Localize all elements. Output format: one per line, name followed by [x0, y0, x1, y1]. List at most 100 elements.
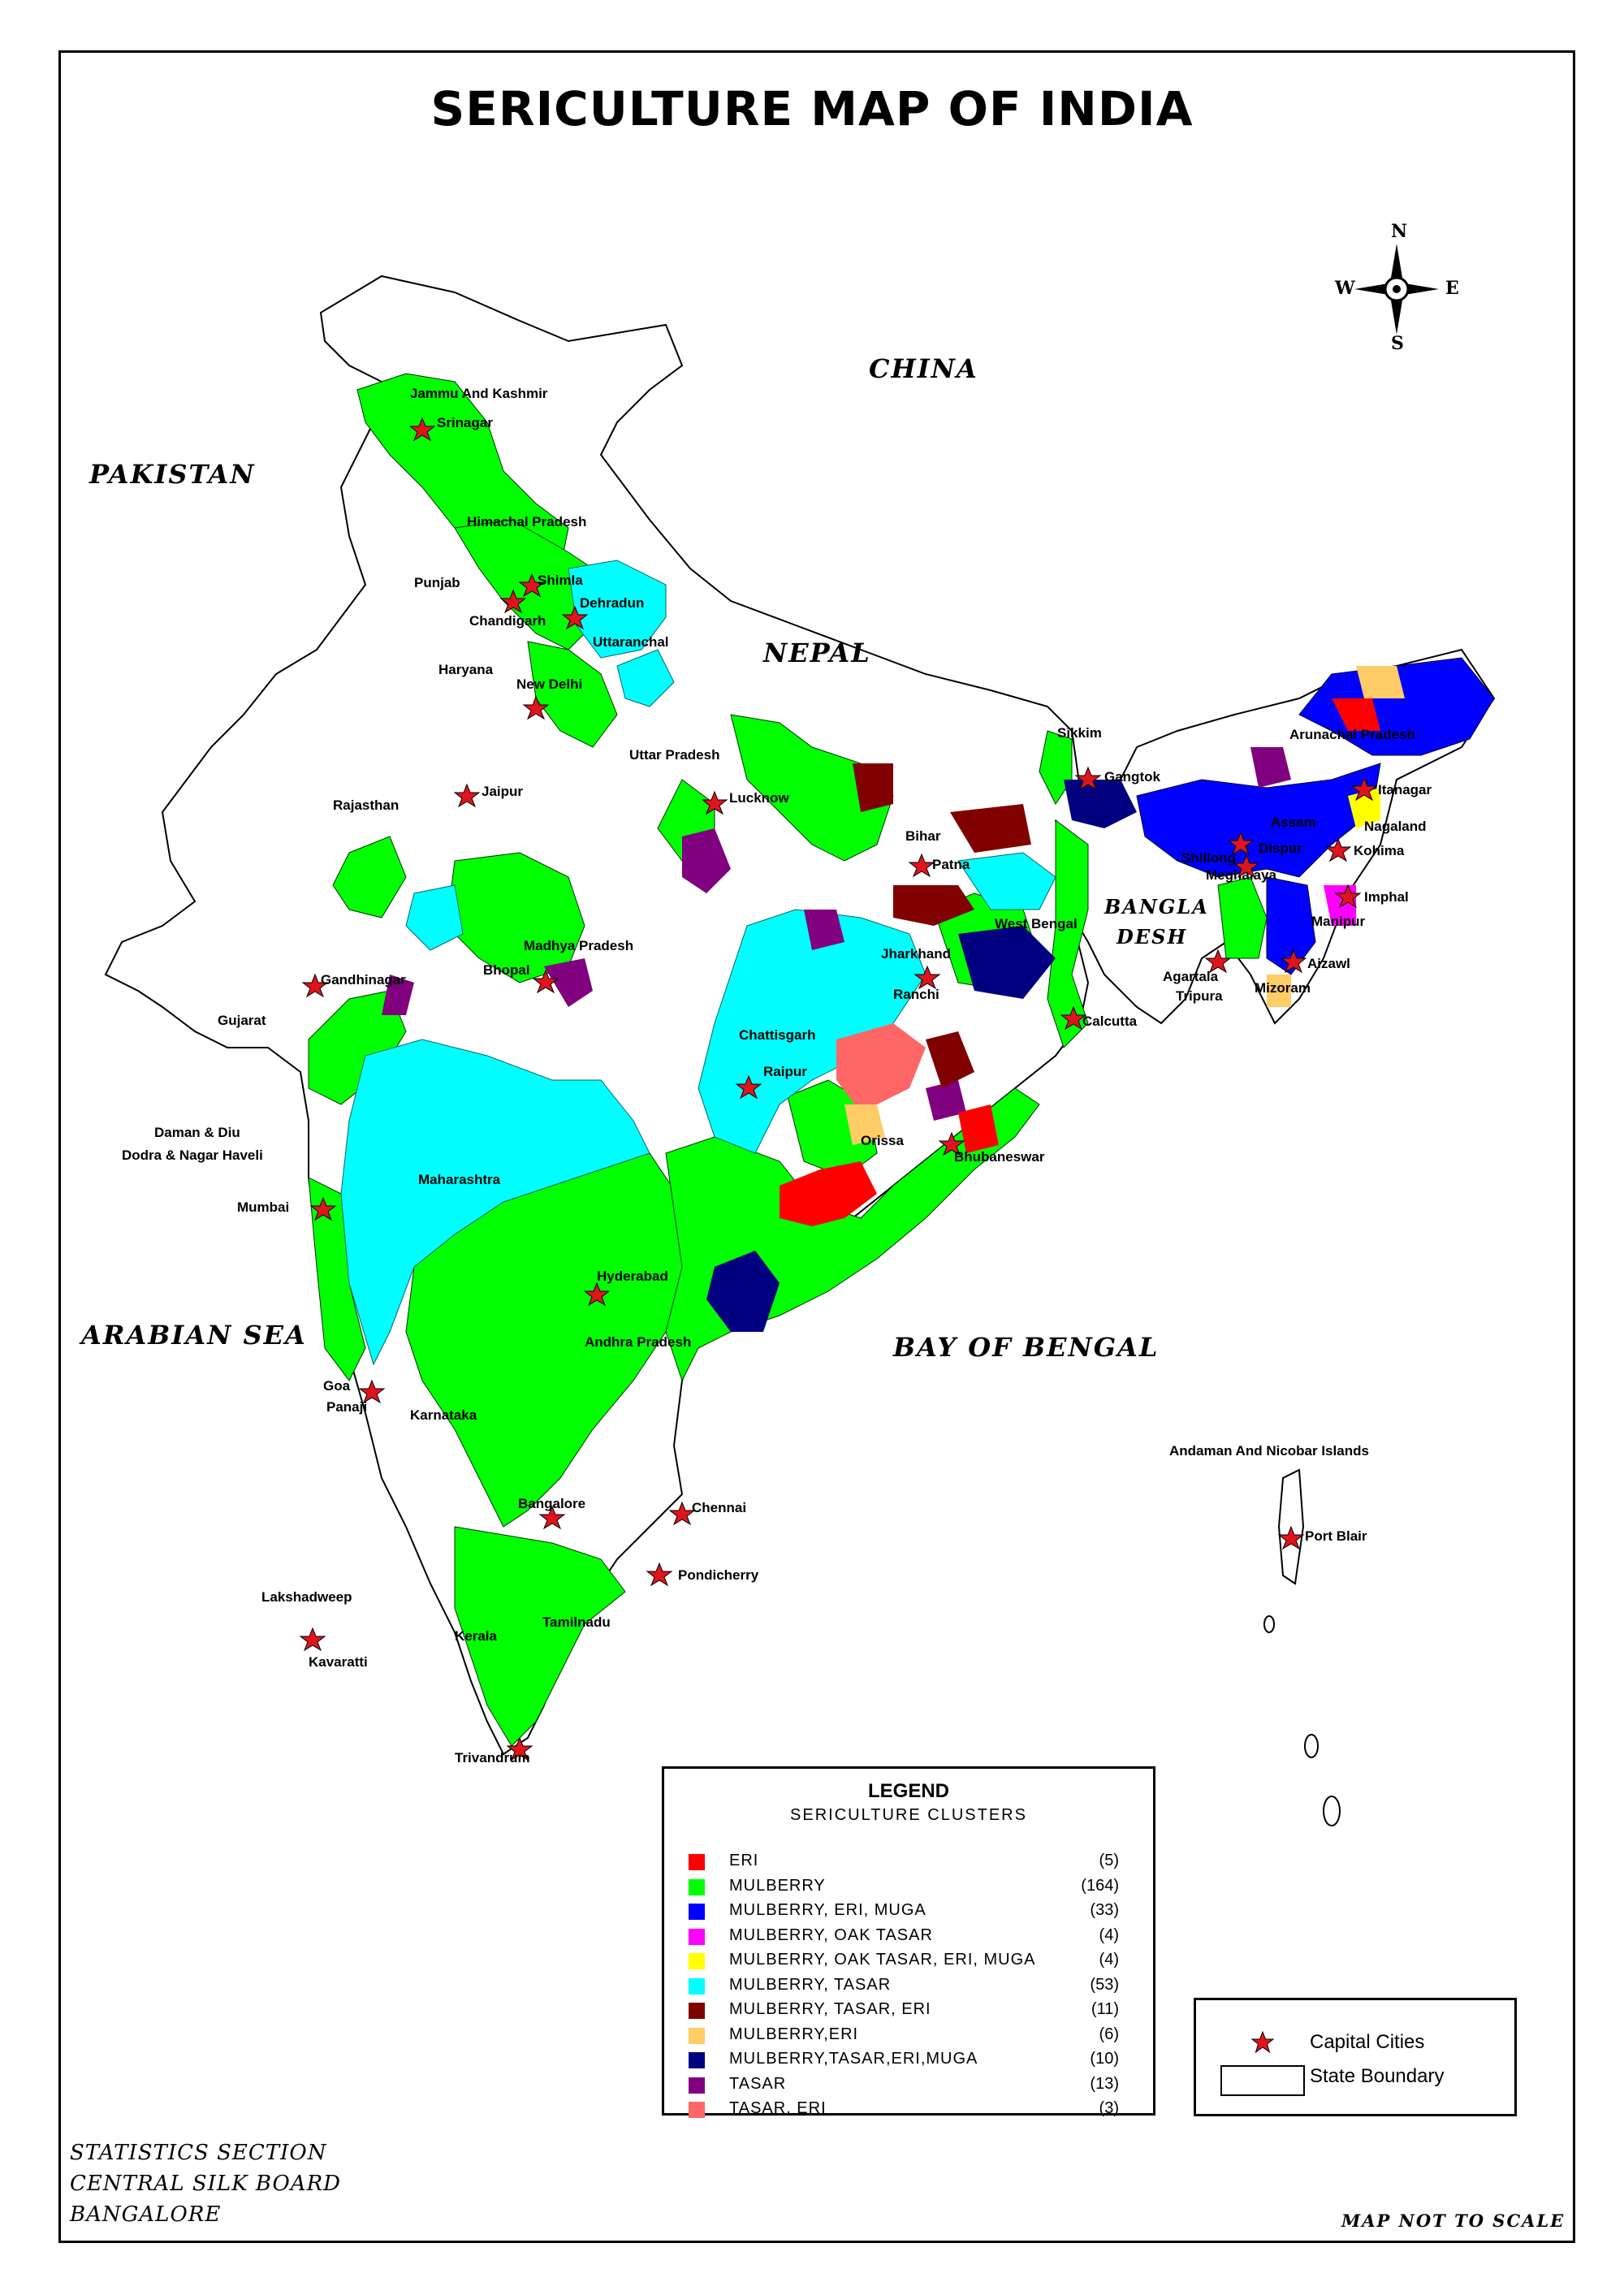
oak-tasar-eri-muga-zones	[1348, 788, 1380, 828]
legend-item-count: (164)	[1081, 1876, 1119, 1895]
state-label: Andhra Pradesh	[585, 1334, 691, 1350]
state-label: West Bengal	[995, 916, 1078, 931]
svg-text:Dehradun: Dehradun	[580, 595, 644, 611]
mulberry-eri-zones	[844, 666, 1405, 1145]
svg-text:W: W	[1334, 278, 1355, 299]
legend-title: LEGEND	[867, 1780, 949, 1802]
legend-capital-cities: Capital Cities	[1310, 2031, 1425, 2053]
capital-bhopal: Bhopal	[483, 962, 559, 994]
capital-pondicherry: Pondicherry	[646, 1562, 759, 1587]
legend-item-count: (3)	[1099, 2099, 1119, 2117]
legend-item-name: TASAR, ERI	[729, 2099, 827, 2117]
legend-item-name: MULBERRY, OAK TASAR, ERI, MUGA	[729, 1951, 1036, 1969]
state-label: Manipur	[1311, 914, 1365, 929]
svg-text:Port Blair: Port Blair	[1305, 1528, 1367, 1544]
legend-swatch	[689, 2102, 705, 2118]
capital-bhubaneswar: Bhubaneswar	[938, 1131, 1045, 1165]
svg-text:Dispur: Dispur	[1259, 841, 1302, 856]
legend-swatch	[689, 1928, 705, 1945]
state-label: Sikkim	[1057, 725, 1102, 741]
state-label: Haryana	[438, 662, 494, 677]
svg-text:Mumbai: Mumbai	[237, 1199, 289, 1215]
capital-star-icon	[1251, 2031, 1274, 2054]
capital-ranchi: Ranchi	[893, 965, 941, 1002]
legend-swatch	[689, 1854, 705, 1870]
capital-itanagar: Itanagar	[1350, 776, 1432, 802]
capital-shimla: Shimla	[518, 573, 583, 598]
state-label: Jharkhand	[881, 946, 951, 962]
state-label: Karnataka	[410, 1407, 477, 1423]
capital-gandhinagar: Gandhinagar	[301, 972, 406, 998]
capital-gangtok: Gangtok	[1074, 766, 1160, 791]
state-label: Orissa	[861, 1133, 904, 1148]
svg-text:Ranchi: Ranchi	[893, 987, 939, 1002]
state-label: Tripura	[1176, 988, 1223, 1004]
legend-item-count: (53)	[1090, 1975, 1119, 1994]
legend-item-name: MULBERRY,TASAR,ERI,MUGA	[729, 2050, 978, 2068]
legend-item: MULBERRY,TASAR,ERI,MUGA (10)	[689, 2048, 1127, 2071]
mulberry-tasar-eri-muga-zones	[706, 780, 1137, 1332]
capital-imphal: Imphal	[1334, 884, 1409, 909]
svg-text:Imphal: Imphal	[1364, 889, 1409, 905]
state-label: Punjab	[414, 575, 460, 590]
capital-calcutta: Calcutta	[1060, 1005, 1138, 1031]
capital-srinagar: Srinagar	[408, 415, 493, 442]
svg-text:Jaipur: Jaipur	[482, 784, 523, 799]
svg-text:Bhubaneswar: Bhubaneswar	[954, 1149, 1045, 1165]
capital-dispur: Dispur	[1227, 831, 1302, 856]
capital-patna: Patna	[908, 853, 970, 878]
svg-text:Bangalore: Bangalore	[518, 1496, 585, 1511]
capital-lucknow: Lucknow	[701, 790, 789, 815]
legend-item: TASAR, ERI (3)	[689, 2098, 1127, 2120]
svg-text:Panaji: Panaji	[326, 1399, 367, 1415]
capital-kohima: Kohima	[1324, 837, 1405, 862]
capital-bangalore: Bangalore	[518, 1496, 585, 1530]
state-label: Uttar Pradesh	[629, 747, 719, 763]
region-pakistan: PAKISTAN	[89, 459, 256, 490]
state-label: Madhya Pradesh	[524, 938, 633, 953]
legend-item-count: (13)	[1090, 2074, 1119, 2093]
legend-item-count: (4)	[1099, 1925, 1119, 1944]
legend-item: MULBERRY, OAK TASAR (4)	[689, 1925, 1127, 1947]
legend-swatch	[689, 1953, 705, 1969]
svg-text:Hyderabad: Hyderabad	[597, 1269, 668, 1284]
svg-text:Chennai: Chennai	[692, 1500, 746, 1515]
legend-swatch	[689, 2003, 705, 2019]
capital-dehradun: Dehradun	[561, 595, 644, 630]
state-label: Dodra & Nagar Haveli	[122, 1148, 263, 1163]
svg-text:New Delhi: New Delhi	[516, 676, 582, 692]
svg-text:S: S	[1391, 333, 1404, 354]
credit-line: STATISTICS SECTION	[70, 2141, 327, 2165]
region-china: CHINA	[869, 353, 978, 384]
state-label: Himachal Pradesh	[467, 514, 586, 529]
legend-swatch	[689, 2077, 705, 2094]
capital-shillong: Shillong	[1181, 850, 1260, 879]
tasar-eri-zones	[836, 1023, 926, 1113]
legend-item-name: MULBERRY, ERI, MUGA	[729, 1901, 926, 1919]
state-label: Lakshadweep	[261, 1589, 352, 1605]
region-nepal: NEPAL	[762, 638, 871, 668]
state-label: Gujarat	[218, 1013, 266, 1028]
region-arabian-sea: ARABIAN SEA	[79, 1320, 307, 1351]
legend-item-name: MULBERRY, TASAR	[729, 1975, 892, 1994]
legend-item-count: (10)	[1090, 2050, 1119, 2068]
state-label: Bihar	[905, 828, 941, 844]
map-frame	[58, 50, 1575, 2243]
legend-item-name: MULBERRY,ERI	[729, 2025, 859, 2043]
scale-note: MAP NOT TO SCALE	[1341, 2211, 1566, 2231]
legend-item-count: (5)	[1099, 1852, 1119, 1869]
legend: LEGEND SERICULTURE CLUSTERS ERI (5) MULBER…	[662, 1766, 1155, 2118]
legend-swatch	[689, 1904, 705, 1920]
svg-text:N: N	[1391, 221, 1407, 242]
svg-text:Calcutta: Calcutta	[1082, 1014, 1138, 1029]
svg-text:Pondicherry: Pondicherry	[678, 1567, 759, 1583]
eri-zones	[780, 698, 1380, 1226]
state-label: Daman & Diu	[154, 1125, 240, 1140]
state-label: Jammu And Kashmir	[410, 386, 548, 401]
region-bay-of-bengal: BAY OF BENGAL	[892, 1332, 1159, 1363]
capital-agartala: Agartala	[1163, 949, 1232, 984]
svg-text:Agartala: Agartala	[1163, 969, 1219, 984]
region-desh: DESH	[1116, 925, 1187, 949]
svg-text:Srinagar: Srinagar	[437, 415, 493, 430]
